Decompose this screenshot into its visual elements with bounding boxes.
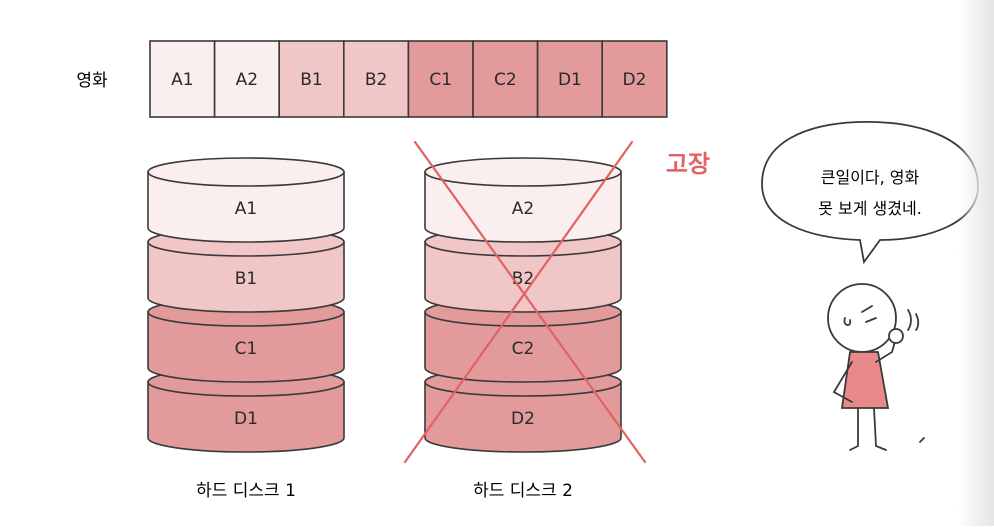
movie-block-d1: D1 xyxy=(536,40,603,118)
character-mark xyxy=(919,437,925,443)
failure-cross-line-2 xyxy=(403,140,634,464)
character-brow xyxy=(861,305,873,313)
movie-label: 영화 xyxy=(76,71,108,91)
failure-cross xyxy=(403,140,647,464)
speech-line-1: 큰일이다, 영화 xyxy=(821,168,920,187)
movie-block-cell xyxy=(149,40,216,118)
platter-body xyxy=(147,311,345,383)
character-eye-right xyxy=(865,317,877,323)
platter-a1: A1 xyxy=(147,157,345,243)
movie-block-cell xyxy=(472,40,539,118)
movie-block-d2: D2 xyxy=(601,40,668,118)
movie-block-cell xyxy=(536,40,603,118)
character-leg-right xyxy=(873,407,887,451)
movie-block-label: C2 xyxy=(494,70,517,90)
character-arm-left xyxy=(832,361,853,403)
speech-bubble: 큰일이다, 영화 못 보게 생겼네. xyxy=(761,121,979,265)
movie-block-cell xyxy=(407,40,474,118)
platter-label: A2 xyxy=(512,199,534,219)
platter-body xyxy=(147,381,345,453)
movie-block-label: B1 xyxy=(300,70,322,90)
movie-block-a2: A2 xyxy=(213,40,281,118)
movie-block-b2: B2 xyxy=(342,40,410,118)
disk-1-caption: 하드 디스크 1 xyxy=(196,481,296,501)
character-head xyxy=(827,283,897,353)
platter-label: D2 xyxy=(511,409,535,429)
platter-label: C2 xyxy=(512,339,535,359)
platter-body xyxy=(147,241,345,313)
failure-cross-line-1 xyxy=(413,140,647,464)
character-dress xyxy=(840,351,890,409)
character-sweat-2 xyxy=(915,313,920,331)
movie-block-cell xyxy=(278,40,345,118)
movie-block-label: C1 xyxy=(429,70,452,90)
platter-label: A1 xyxy=(235,199,257,219)
movie-block-b1: B1 xyxy=(278,40,345,118)
platter-label: B1 xyxy=(235,269,257,289)
movie-block-label: D1 xyxy=(558,70,582,90)
movie-block-c2: C2 xyxy=(472,40,539,118)
movie-block-cell xyxy=(601,40,668,118)
disk-2-caption: 하드 디스크 2 xyxy=(473,481,573,501)
character-eye-left xyxy=(843,317,852,326)
movie-block-a1: A1 xyxy=(149,40,216,118)
character-leg-left xyxy=(849,407,859,451)
character-hand xyxy=(888,328,904,344)
movie-block-strip: A1 A2 B1 B2 C1 C2 D1 D2 xyxy=(149,40,668,118)
platter-body xyxy=(147,171,345,243)
page-edge-shade xyxy=(958,0,994,526)
platter-body xyxy=(424,381,622,453)
character-sweat xyxy=(907,309,912,331)
speech-bubble-shape xyxy=(761,121,979,265)
worried-character xyxy=(827,283,925,451)
platter-top xyxy=(147,157,345,187)
platter-label: C1 xyxy=(235,339,258,359)
platter-label: D1 xyxy=(234,409,258,429)
movie-block-label: B2 xyxy=(365,70,387,90)
hard-disk-1: D1 C1 B1 A1 xyxy=(147,157,345,453)
movie-block-label: A1 xyxy=(171,70,193,90)
movie-block-label: D2 xyxy=(623,70,647,90)
failure-label: 고장 xyxy=(666,150,710,178)
platter-body xyxy=(424,241,622,313)
movie-block-label: A2 xyxy=(236,70,258,90)
platter-top xyxy=(424,157,622,187)
movie-block-c1: C1 xyxy=(407,40,474,118)
speech-line-2: 못 보게 생겼네. xyxy=(818,199,922,218)
movie-block-cell xyxy=(213,40,281,118)
